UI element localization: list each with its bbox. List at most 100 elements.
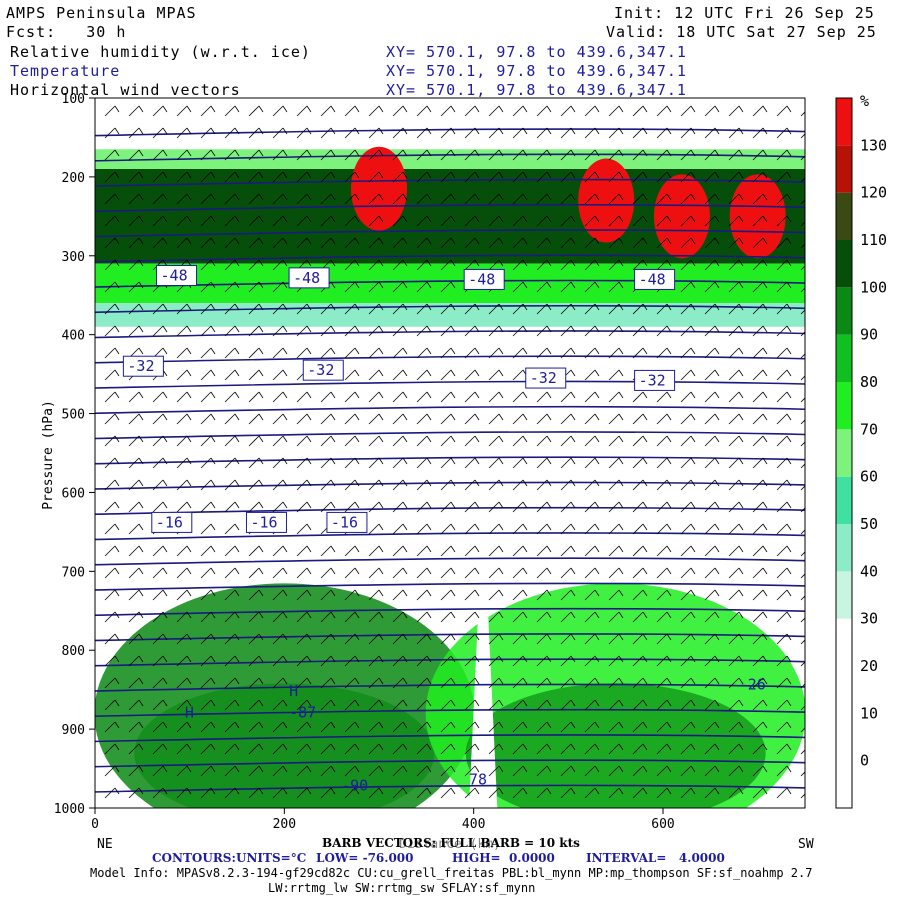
wind-barb xyxy=(632,303,648,315)
wind-barb xyxy=(656,237,672,249)
wind-barb xyxy=(104,655,120,667)
wind-barb xyxy=(344,589,360,601)
wind-barb xyxy=(704,479,720,491)
wind-barb xyxy=(536,435,552,447)
wind-barb xyxy=(104,127,120,139)
wind-barb xyxy=(728,127,744,139)
isotherm xyxy=(95,582,805,591)
wind-barb xyxy=(488,655,504,667)
wind-barb xyxy=(296,721,312,733)
wind-barb xyxy=(560,413,576,425)
wind-barb xyxy=(608,501,624,513)
wind-barb xyxy=(224,633,240,645)
wind-barb xyxy=(320,567,336,579)
wind-barb xyxy=(224,787,240,799)
wind-barb xyxy=(728,479,744,491)
wind-barb xyxy=(320,501,336,513)
wind-barb xyxy=(800,595,805,601)
wind-barb xyxy=(704,787,720,799)
wind-barb xyxy=(656,765,672,777)
wind-barb xyxy=(128,435,144,447)
distance-axis: 0 200 400 600 xyxy=(91,808,675,832)
wind-barb xyxy=(104,765,120,777)
wind-barb xyxy=(560,325,576,337)
wind-barb xyxy=(608,237,624,249)
wind-barb xyxy=(728,589,744,601)
wind-barb xyxy=(104,479,120,491)
wind-barb xyxy=(512,567,528,579)
wind-barb xyxy=(272,149,288,161)
field-name-temperature: Temperature xyxy=(10,62,121,80)
wind-barb xyxy=(536,171,552,183)
wind-barb xyxy=(752,171,768,183)
isotherm xyxy=(95,380,805,389)
wind-barb xyxy=(368,721,384,733)
model-info-physics: LW:rrtmg_lw SW:rrtmg_sw SFLAY:sf_mynn xyxy=(268,881,536,895)
mark-H1: H xyxy=(185,703,194,721)
wind-barb xyxy=(392,699,408,711)
wind-barb xyxy=(368,105,384,117)
wind-barb xyxy=(128,149,144,161)
wind-barb xyxy=(752,501,768,513)
wind-barb xyxy=(368,611,384,623)
wind-barb xyxy=(104,435,120,447)
colorbar-tick: 0 xyxy=(860,752,869,770)
wind-barb xyxy=(272,105,288,117)
wind-barb xyxy=(344,435,360,447)
wind-barb xyxy=(392,721,408,733)
wind-barb xyxy=(776,589,792,601)
wind-barb xyxy=(440,325,456,337)
wind-barb xyxy=(464,105,480,117)
wind-barb xyxy=(800,485,805,491)
wind-barb xyxy=(200,127,216,139)
wind-barb xyxy=(656,259,672,271)
rh-patch-3 xyxy=(351,146,407,231)
wind-barb xyxy=(104,149,120,161)
wind-barb xyxy=(392,655,408,667)
wind-barb xyxy=(248,149,264,161)
colorbar-tick: 80 xyxy=(860,373,878,391)
wind-barb xyxy=(176,589,192,601)
wind-barb xyxy=(464,237,480,249)
wind-barb xyxy=(632,479,648,491)
wind-barb xyxy=(584,281,600,293)
wind-barb xyxy=(752,105,768,117)
wind-barb xyxy=(104,743,120,755)
wind-barb xyxy=(536,633,552,645)
wind-barb xyxy=(128,787,144,799)
temp-label-1: -48 xyxy=(293,269,320,287)
wind-barb xyxy=(728,677,744,689)
isotherm xyxy=(95,734,805,743)
wind-barb xyxy=(800,617,805,623)
isotherm xyxy=(95,203,805,213)
wind-barb xyxy=(440,413,456,425)
wind-barb xyxy=(560,743,576,755)
wind-barb xyxy=(320,677,336,689)
wind-barb xyxy=(296,215,312,227)
wind-barb xyxy=(512,633,528,645)
wind-barb xyxy=(464,545,480,557)
wind-barb xyxy=(176,721,192,733)
wind-barb xyxy=(392,259,408,271)
wind-barb xyxy=(488,127,504,139)
wind-barb xyxy=(392,457,408,469)
wind-barb xyxy=(512,149,528,161)
wind-barb xyxy=(488,501,504,513)
colorbar-frame xyxy=(835,97,853,809)
wind-barb xyxy=(800,727,805,733)
wind-barb xyxy=(440,611,456,623)
wind-barb xyxy=(632,259,648,271)
wind-barb xyxy=(248,105,264,117)
wind-barb xyxy=(368,655,384,667)
wind-barb xyxy=(416,677,432,689)
colorbar-swatch-10 xyxy=(836,145,852,193)
wind-barb xyxy=(152,545,168,557)
wind-barb xyxy=(200,457,216,469)
wind-barb xyxy=(296,655,312,667)
wind-barb xyxy=(368,303,384,315)
wind-barb xyxy=(176,193,192,205)
colorbar-tick: 60 xyxy=(860,468,878,486)
wind-barb xyxy=(800,639,805,645)
wind-barb xyxy=(152,413,168,425)
wind-barb xyxy=(152,391,168,403)
